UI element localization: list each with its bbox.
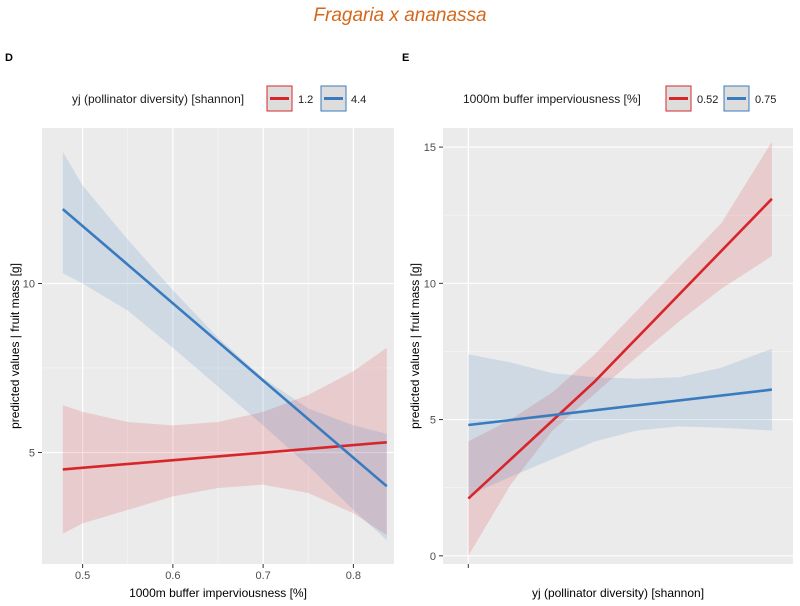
- x-tick-label: 0.7: [255, 570, 270, 582]
- panel-d-legend: yj (pollinator diversity) [shannon] 1.2 …: [72, 85, 366, 112]
- panel-e-legend: 1000m buffer imperviousness [%] 0.52 0.7…: [463, 85, 776, 112]
- y-tick-label: 5: [29, 447, 35, 459]
- panel-e-trend-line-2: [468, 388, 773, 427]
- panel-e-tag: E: [402, 52, 409, 64]
- panel-d-y-axis-label: predicted values | fruit mass [g]: [8, 263, 22, 429]
- panel-d-trend-lines: [61, 208, 388, 488]
- panel-d: D yj (pollinator diversity) [shannon] 1.…: [5, 52, 394, 600]
- panel-d-trend-line-1: [62, 441, 387, 471]
- panel-e-grid: [443, 128, 793, 564]
- panel-e-trend-lines: [467, 197, 773, 500]
- panel-e-ticks: 0 5 10 15: [424, 142, 469, 568]
- panel-e-ci-band-1: [468, 141, 772, 556]
- y-tick-label: 0: [430, 551, 436, 563]
- panel-d-ticks: 0.5 0.6 0.7 0.8 5 10: [23, 278, 361, 582]
- panel-d-x-axis-label: 1000m buffer imperviousness [%]: [129, 586, 307, 600]
- figure-title: Fragaria x ananassa: [313, 5, 486, 26]
- panel-d-legend-label-1: 1.2: [298, 94, 313, 106]
- y-tick-label: 10: [23, 278, 35, 290]
- panel-e-legend-label-2: 0.75: [755, 94, 776, 106]
- x-tick-label: 0.5: [75, 570, 90, 582]
- panel-e-trend-line-1: [467, 197, 773, 500]
- x-tick-label: 0.6: [165, 570, 180, 582]
- panel-e-legend-title: 1000m buffer imperviousness [%]: [463, 92, 641, 106]
- panel-e: E 1000m buffer imperviousness [%] 0.52 0…: [402, 52, 793, 600]
- panel-e-y-axis-label: predicted values | fruit mass [g]: [408, 263, 422, 429]
- panel-d-legend-label-2: 4.4: [351, 94, 366, 106]
- y-tick-label: 15: [424, 142, 436, 154]
- panel-d-tag: D: [5, 52, 13, 64]
- panel-d-ci-band-1: [62, 347, 387, 536]
- panel-e-ci-band-2: [468, 348, 772, 496]
- panel-e-confidence-bands: [468, 141, 772, 556]
- panel-e-plot-background: [443, 128, 793, 564]
- panel-d-legend-title: yj (pollinator diversity) [shannon]: [72, 92, 244, 106]
- panel-e-legend-label-1: 0.52: [697, 94, 718, 106]
- panel-e-x-axis-label: yj (pollinator diversity) [shannon]: [532, 586, 704, 600]
- y-tick-label: 10: [424, 278, 436, 290]
- x-tick-label: 0.8: [346, 570, 361, 582]
- panel-d-trend-line-2: [61, 208, 388, 488]
- panel-d-grid: [42, 128, 394, 564]
- y-tick-label: 5: [430, 415, 436, 427]
